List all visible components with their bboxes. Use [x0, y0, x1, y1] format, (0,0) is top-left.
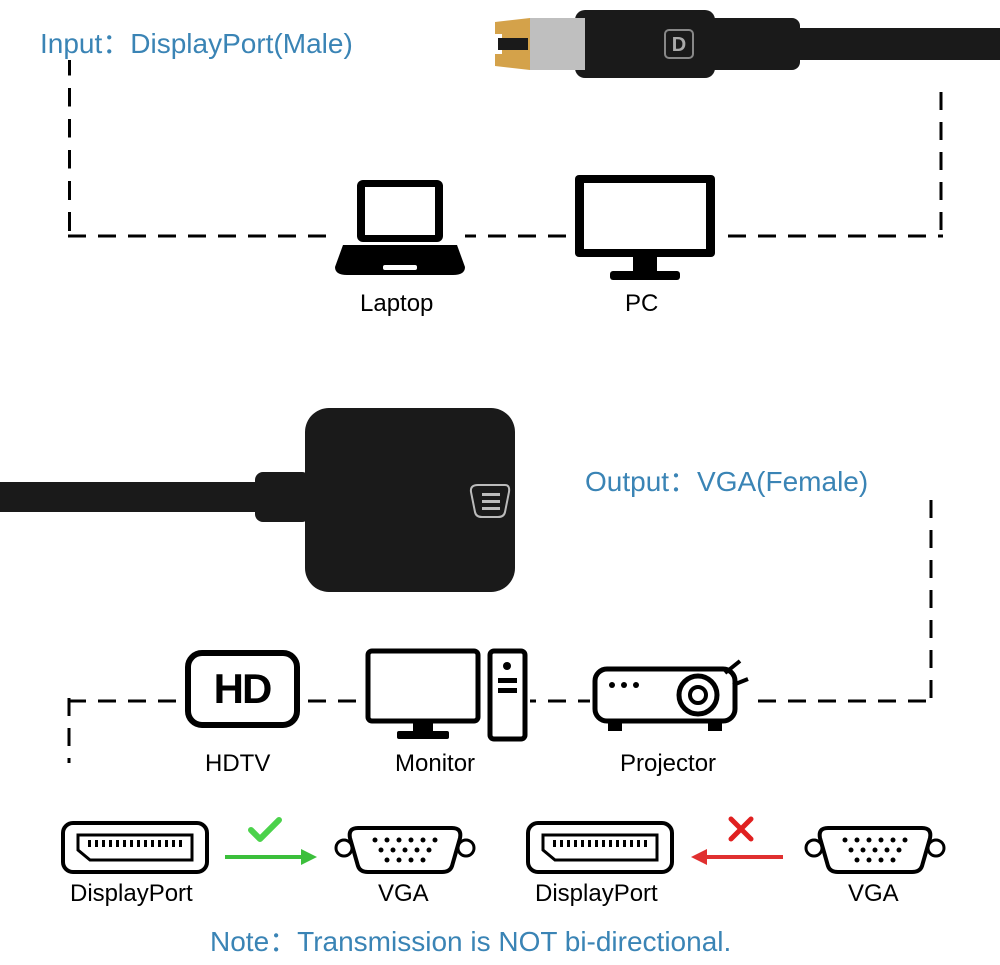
dp-label-2: DisplayPort — [535, 880, 658, 908]
dash-output-right — [928, 500, 934, 703]
output-title: Output：VGA(Female) — [585, 460, 868, 500]
monitor-label: Monitor — [395, 750, 475, 778]
vga-port-icon-1 — [330, 820, 480, 875]
projector-label: Projector — [620, 750, 716, 778]
hdtv-icon: HD — [185, 650, 300, 735]
projector-icon — [590, 655, 750, 737]
vga-label-1: VGA — [378, 880, 429, 908]
svg-text:D: D — [672, 34, 686, 56]
note-text: Note：Transmission is NOT bi-directional. — [210, 920, 731, 960]
dash-output-left — [66, 698, 72, 763]
pc-icon — [570, 170, 720, 282]
vga-label-2: VGA — [848, 880, 899, 908]
check-icon — [248, 816, 282, 844]
x-icon — [728, 816, 754, 842]
arrow-left-red — [690, 846, 785, 868]
dash-input-left — [68, 60, 71, 235]
dp-port-icon-2 — [525, 820, 675, 875]
dash-input-right — [938, 92, 944, 237]
input-title: Input：DisplayPort(Male) — [40, 22, 353, 62]
pc-label: PC — [625, 290, 658, 318]
laptop-icon — [335, 175, 465, 280]
laptop-label: Laptop — [360, 290, 433, 318]
vga-adapter-icon — [0, 400, 535, 600]
vga-port-icon-2 — [800, 820, 950, 875]
dash-input-horiz — [68, 233, 943, 239]
hdtv-label: HDTV — [205, 750, 270, 778]
arrow-right-green — [223, 846, 318, 868]
dp-label-1: DisplayPort — [70, 880, 193, 908]
svg-text:HD: HD — [214, 665, 271, 712]
monitor-icon — [365, 648, 530, 743]
displayport-plug-icon: D — [490, 0, 1000, 100]
dp-port-icon-1 — [60, 820, 210, 875]
